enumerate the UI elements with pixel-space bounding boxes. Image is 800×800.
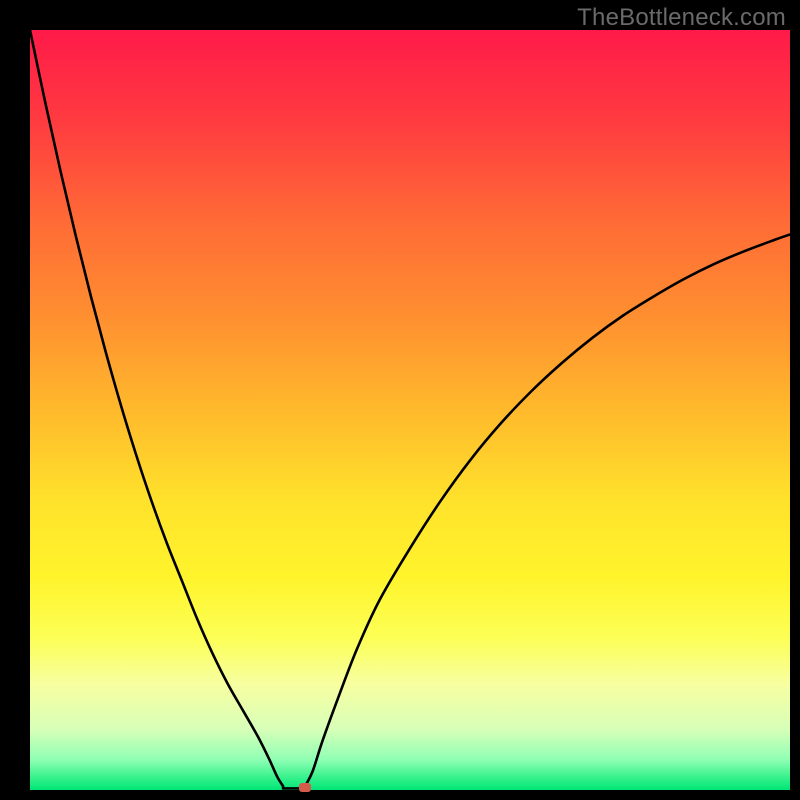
optimum-marker <box>299 783 311 792</box>
background-gradient <box>30 30 790 790</box>
chart-container: TheBottleneck.com <box>0 0 800 800</box>
plot-area <box>30 30 790 790</box>
watermark-text: TheBottleneck.com <box>577 4 786 32</box>
